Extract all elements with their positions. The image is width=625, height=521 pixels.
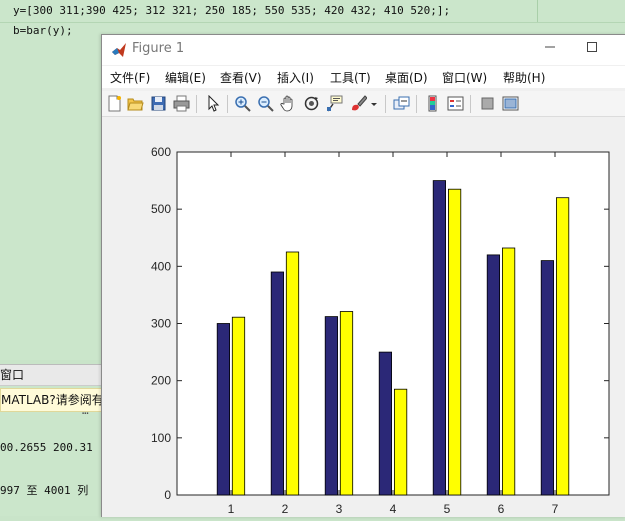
toolbar-separator bbox=[416, 95, 417, 113]
command-window-title: 窗口 bbox=[0, 364, 102, 386]
bar-series2-6[interactable] bbox=[501, 247, 516, 496]
hide-plot-tools-icon[interactable] bbox=[479, 95, 496, 112]
save-icon[interactable] bbox=[150, 95, 167, 112]
plot-area: 0 100 200 300 400 500 600 1 2 3 4 5 6 7 bbox=[102, 117, 625, 517]
figure-titlebar[interactable]: Figure 1 bbox=[102, 35, 625, 65]
x-tick-label: 6 bbox=[498, 502, 505, 516]
zoom-in-icon[interactable] bbox=[234, 95, 251, 112]
bar-series2-5[interactable] bbox=[447, 188, 462, 496]
editor-divider bbox=[537, 0, 538, 22]
link-plot-icon[interactable] bbox=[393, 95, 410, 112]
bar-series1-1[interactable] bbox=[216, 323, 230, 496]
toolbar-separator bbox=[385, 95, 386, 113]
bar-series1-3[interactable] bbox=[324, 316, 338, 496]
minimize-icon bbox=[545, 46, 555, 48]
figure-toolbar bbox=[102, 91, 625, 117]
bar-series2-4[interactable] bbox=[393, 388, 408, 496]
maximize-icon bbox=[587, 42, 597, 52]
menu-edit[interactable]: 编辑(E) bbox=[165, 71, 206, 85]
y-tick-label: 600 bbox=[151, 145, 171, 159]
y-tick-label: 500 bbox=[151, 202, 171, 216]
bar-series1-6[interactable] bbox=[486, 254, 501, 496]
rotate-icon[interactable] bbox=[303, 95, 320, 112]
menu-view[interactable]: 查看(V) bbox=[220, 71, 262, 85]
toolbar-separator bbox=[196, 95, 197, 113]
y-tick-label: 0 bbox=[164, 488, 171, 502]
menu-bar: 文件(F) 编辑(E) 查看(V) 插入(I) 工具(T) 桌面(D) 窗口(W… bbox=[102, 66, 625, 88]
figure-window[interactable]: Figure 1 文件(F) 编辑(E) 查看(V) 插入(I) 工具(T) 桌… bbox=[101, 34, 625, 517]
command-output-line-2: 997 至 4001 列 bbox=[0, 484, 89, 497]
colorbar-icon[interactable] bbox=[424, 95, 441, 112]
bar-series2-2[interactable] bbox=[285, 251, 300, 496]
minimize-button[interactable] bbox=[530, 37, 570, 63]
y-tick-label: 200 bbox=[151, 374, 171, 388]
bar-series2-7[interactable] bbox=[555, 197, 570, 496]
command-output-line-1: 00.2655 200.31 bbox=[0, 441, 93, 454]
x-tick-label: 3 bbox=[336, 502, 343, 516]
legend-icon[interactable] bbox=[447, 95, 464, 112]
command-output-line-3: … bbox=[82, 404, 89, 417]
bar-series2-1[interactable] bbox=[231, 316, 246, 496]
brush-icon[interactable] bbox=[350, 95, 367, 112]
pointer-icon[interactable] bbox=[205, 95, 222, 112]
brush-dropdown-icon[interactable] bbox=[370, 95, 378, 112]
bar-chart[interactable]: 0 100 200 300 400 500 600 1 2 3 4 5 6 7 bbox=[102, 117, 625, 517]
bar-series1-7[interactable] bbox=[540, 260, 555, 496]
axes-box bbox=[176, 151, 610, 496]
maximize-button[interactable] bbox=[572, 37, 612, 63]
x-tick-label: 7 bbox=[552, 502, 559, 516]
menu-insert[interactable]: 插入(I) bbox=[277, 71, 314, 85]
bar-series2-3[interactable] bbox=[339, 311, 354, 496]
print-icon[interactable] bbox=[173, 95, 190, 112]
menu-tools[interactable]: 工具(T) bbox=[330, 71, 371, 85]
bar-series1-2[interactable] bbox=[270, 271, 284, 496]
pan-icon[interactable] bbox=[280, 95, 297, 112]
code-line-1: y=[300 311;390 425; 312 321; 250 185; 55… bbox=[13, 4, 451, 17]
y-tick-label: 100 bbox=[151, 431, 171, 445]
matlab-logo-icon bbox=[112, 43, 126, 57]
command-window-notice[interactable]: MATLAB?请参阅有 bbox=[0, 388, 104, 412]
new-figure-icon[interactable] bbox=[106, 95, 123, 112]
bar-series1-4[interactable] bbox=[378, 351, 393, 496]
x-tick-label: 5 bbox=[444, 502, 451, 516]
editor-row-divider bbox=[0, 22, 625, 23]
menu-file[interactable]: 文件(F) bbox=[110, 71, 151, 85]
x-tick-label: 1 bbox=[228, 502, 235, 516]
x-tick-label: 2 bbox=[282, 502, 289, 516]
zoom-out-icon[interactable] bbox=[257, 95, 274, 112]
toolbar-separator bbox=[227, 95, 228, 113]
toolbar-separator bbox=[470, 95, 471, 113]
x-tick-label: 4 bbox=[390, 502, 397, 516]
figure-title: Figure 1 bbox=[132, 41, 185, 56]
bar-series1-5[interactable] bbox=[432, 180, 447, 496]
menu-window[interactable]: 窗口(W) bbox=[442, 71, 488, 85]
show-plot-tools-icon[interactable] bbox=[502, 95, 519, 112]
menu-desktop[interactable]: 桌面(D) bbox=[385, 71, 428, 85]
data-cursor-icon[interactable] bbox=[326, 95, 343, 112]
y-tick-label: 300 bbox=[151, 317, 171, 331]
menu-help[interactable]: 帮助(H) bbox=[503, 71, 546, 85]
y-tick-label: 400 bbox=[151, 259, 171, 273]
open-file-icon[interactable] bbox=[127, 95, 144, 112]
code-line-2: b=bar(y); bbox=[13, 24, 73, 37]
